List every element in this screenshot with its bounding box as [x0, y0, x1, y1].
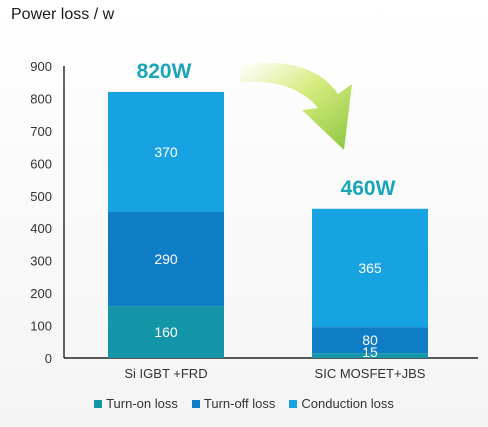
legend-label: Conduction loss — [301, 396, 394, 411]
curved-arrow-icon — [240, 62, 352, 150]
y-tick-label: 500 — [30, 189, 52, 204]
bar-segment — [108, 91, 224, 212]
x-tick-label: Si IGBT +FRD — [124, 366, 207, 381]
x-tick-label: SIC MOSFET+JBS — [315, 366, 426, 381]
total-label: 460W — [341, 177, 396, 200]
legend-label: Turn-on loss — [106, 396, 178, 411]
legend-item: Turn-on loss — [94, 396, 178, 411]
chart-title: Power loss / w — [11, 6, 115, 23]
y-tick-label: 300 — [30, 254, 52, 269]
chart-legend: Turn-on loss Turn-off loss Conduction loss — [0, 396, 488, 411]
data-label: 15 — [362, 344, 378, 360]
bar-segment — [312, 208, 428, 328]
y-tick-label: 700 — [30, 124, 52, 139]
legend-swatch — [289, 399, 298, 408]
legend-swatch — [191, 399, 200, 408]
y-tick-label: 400 — [30, 221, 52, 236]
y-tick-label: 200 — [30, 286, 52, 301]
legend-swatch — [94, 399, 103, 408]
data-label: 290 — [154, 251, 178, 267]
legend-label: Turn-off loss — [203, 396, 276, 411]
y-tick-label: 600 — [30, 156, 52, 171]
legend-item: Conduction loss — [289, 396, 394, 411]
data-label: 160 — [154, 324, 178, 340]
bar-segment — [108, 306, 224, 358]
y-tick-label: 900 — [30, 59, 52, 74]
data-label: 365 — [358, 260, 382, 276]
y-tick-label: 0 — [45, 351, 52, 366]
bar-segment — [312, 353, 428, 358]
y-tick-label: 100 — [30, 319, 52, 334]
y-tick-label: 800 — [30, 91, 52, 106]
data-label: 80 — [362, 332, 378, 348]
data-label: 370 — [154, 144, 178, 160]
legend-item: Turn-off loss — [191, 396, 276, 411]
bar-segment — [108, 212, 224, 307]
bar-segment — [312, 327, 428, 354]
total-label: 820W — [137, 60, 192, 83]
